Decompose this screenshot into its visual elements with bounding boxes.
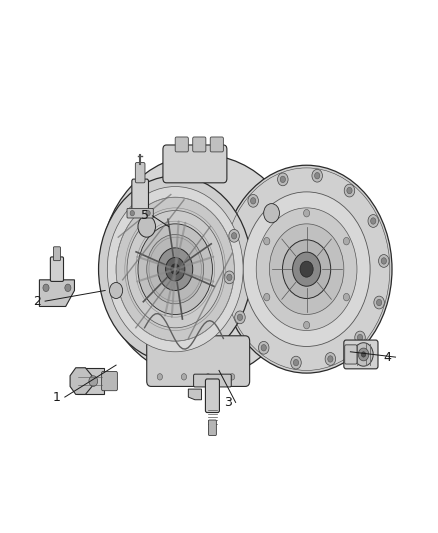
- Circle shape: [278, 173, 288, 186]
- Circle shape: [354, 343, 373, 366]
- Circle shape: [328, 356, 333, 362]
- Circle shape: [378, 255, 389, 268]
- Text: 1: 1: [53, 391, 61, 403]
- Circle shape: [237, 314, 243, 320]
- Circle shape: [181, 374, 187, 380]
- Circle shape: [264, 238, 270, 245]
- FancyBboxPatch shape: [345, 345, 357, 364]
- Text: 3: 3: [224, 396, 232, 409]
- Circle shape: [99, 176, 252, 362]
- Circle shape: [171, 264, 180, 274]
- FancyBboxPatch shape: [102, 372, 117, 391]
- FancyBboxPatch shape: [147, 336, 250, 386]
- Circle shape: [147, 235, 204, 304]
- Circle shape: [358, 348, 369, 361]
- Circle shape: [138, 216, 155, 237]
- Circle shape: [381, 258, 386, 264]
- Circle shape: [221, 165, 392, 373]
- Polygon shape: [70, 368, 92, 394]
- Circle shape: [251, 198, 256, 204]
- Circle shape: [293, 252, 321, 286]
- Text: 2: 2: [33, 295, 41, 308]
- Circle shape: [146, 211, 150, 216]
- Circle shape: [235, 311, 245, 324]
- FancyBboxPatch shape: [344, 340, 378, 369]
- FancyBboxPatch shape: [205, 379, 219, 413]
- Circle shape: [243, 192, 370, 346]
- Circle shape: [230, 374, 235, 380]
- Circle shape: [293, 359, 299, 366]
- Circle shape: [231, 232, 237, 239]
- Circle shape: [65, 284, 71, 292]
- Circle shape: [157, 374, 162, 380]
- Circle shape: [248, 195, 258, 207]
- Circle shape: [325, 352, 336, 365]
- Text: 4: 4: [384, 351, 392, 364]
- Circle shape: [371, 218, 376, 224]
- Circle shape: [355, 331, 365, 344]
- Circle shape: [304, 209, 310, 217]
- Circle shape: [368, 215, 378, 228]
- Circle shape: [138, 224, 212, 314]
- Circle shape: [158, 248, 193, 290]
- Circle shape: [229, 229, 239, 242]
- FancyBboxPatch shape: [193, 137, 206, 152]
- Circle shape: [258, 341, 269, 354]
- Circle shape: [130, 211, 134, 216]
- FancyBboxPatch shape: [194, 374, 231, 387]
- Circle shape: [127, 211, 223, 328]
- Circle shape: [89, 376, 98, 386]
- Circle shape: [283, 240, 331, 298]
- FancyBboxPatch shape: [210, 137, 223, 152]
- Circle shape: [300, 261, 313, 277]
- Circle shape: [224, 271, 235, 284]
- FancyBboxPatch shape: [175, 137, 188, 152]
- Polygon shape: [188, 389, 201, 400]
- Circle shape: [107, 187, 243, 352]
- Circle shape: [269, 224, 344, 314]
- Circle shape: [312, 169, 322, 182]
- Circle shape: [304, 321, 310, 329]
- Circle shape: [110, 282, 123, 298]
- Circle shape: [205, 374, 211, 380]
- FancyBboxPatch shape: [163, 145, 227, 183]
- Circle shape: [314, 173, 320, 179]
- FancyBboxPatch shape: [135, 163, 145, 183]
- Circle shape: [227, 274, 232, 280]
- Circle shape: [261, 344, 266, 351]
- Circle shape: [343, 294, 350, 301]
- Text: 5: 5: [141, 209, 148, 222]
- FancyBboxPatch shape: [50, 257, 64, 281]
- Circle shape: [344, 184, 355, 197]
- Circle shape: [291, 356, 301, 369]
- Circle shape: [256, 208, 357, 330]
- FancyBboxPatch shape: [77, 368, 104, 394]
- FancyBboxPatch shape: [127, 208, 153, 218]
- Circle shape: [357, 334, 363, 341]
- FancyBboxPatch shape: [53, 247, 60, 261]
- Circle shape: [361, 352, 366, 357]
- Circle shape: [343, 238, 350, 245]
- Ellipse shape: [101, 155, 302, 378]
- Circle shape: [166, 257, 185, 281]
- Circle shape: [280, 176, 286, 183]
- Circle shape: [264, 204, 279, 223]
- Circle shape: [374, 296, 385, 309]
- Circle shape: [116, 197, 234, 341]
- Circle shape: [264, 293, 270, 301]
- FancyBboxPatch shape: [208, 420, 216, 435]
- Polygon shape: [39, 280, 74, 306]
- FancyBboxPatch shape: [132, 179, 148, 213]
- Circle shape: [43, 284, 49, 292]
- Circle shape: [377, 300, 382, 306]
- Circle shape: [347, 188, 352, 194]
